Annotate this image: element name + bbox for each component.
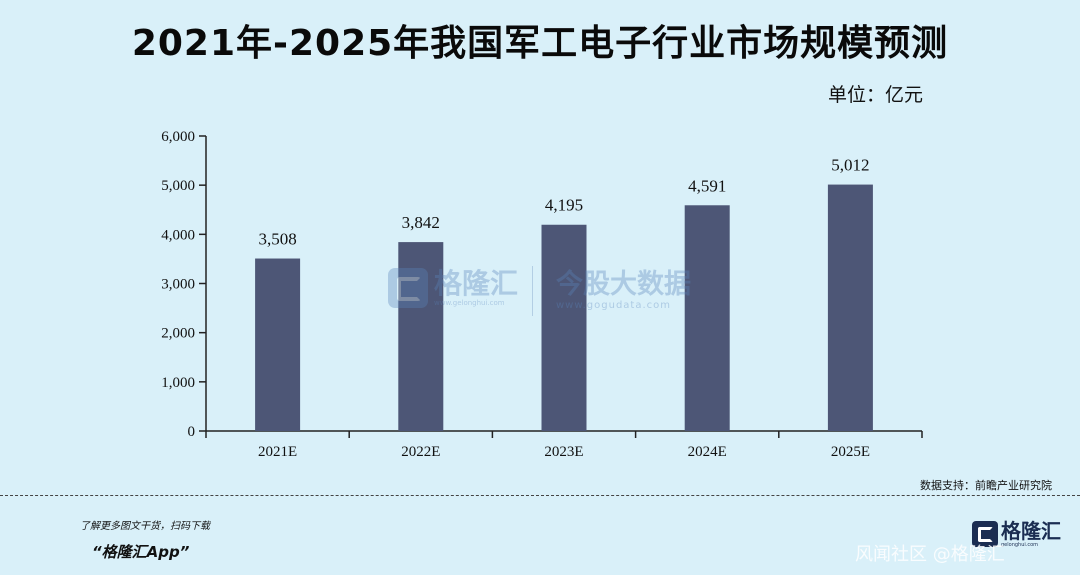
gogudata-watermark: 今股大数据 www.gogudata.com bbox=[556, 269, 691, 312]
watermark-right-name: 今股大数据 bbox=[556, 269, 691, 300]
gelonghui-logo-icon bbox=[388, 268, 428, 308]
data-label-2023E: 4,195 bbox=[545, 196, 583, 215]
footer-divider bbox=[0, 495, 1080, 496]
unit-label: 单位：亿元 bbox=[828, 84, 924, 106]
watermark-left-url: www.gelonghui.com bbox=[434, 299, 505, 307]
x-tick-label-2021E: 2021E bbox=[258, 444, 297, 460]
y-tick-label: 1,000 bbox=[161, 375, 195, 391]
data-label-2024E: 4,591 bbox=[688, 176, 726, 195]
value-labels: 3,508 3,842 4,195 4,591 5,012 bbox=[258, 156, 869, 249]
x-tick-label-2022E: 2022E bbox=[401, 444, 440, 460]
site-watermark: 风闻社区 @格隆汇 bbox=[855, 544, 1005, 565]
bars bbox=[255, 184, 873, 431]
app-name: “格隆汇App” bbox=[92, 543, 190, 561]
y-tick-label: 5,000 bbox=[161, 178, 195, 194]
brand-name: 格隆汇 bbox=[1001, 519, 1061, 543]
y-tick-label: 0 bbox=[188, 424, 196, 440]
bar-2021E bbox=[255, 258, 301, 431]
y-tick-label: 3,000 bbox=[161, 277, 195, 293]
y-axis: 0 1,000 2,000 3,000 4,000 5,000 6,000 bbox=[161, 129, 207, 440]
watermark-left-name: 格隆汇 bbox=[434, 267, 519, 300]
brand-logo[interactable]: 格隆汇 gelonghui.com bbox=[972, 520, 1061, 548]
chart-title: 2021年-2025年我国军工电子行业市场规模预测 bbox=[131, 23, 949, 64]
bar-2023E bbox=[541, 224, 587, 431]
brand-url: gelonghui.com bbox=[1001, 542, 1039, 548]
data-label-2021E: 3,508 bbox=[258, 230, 296, 249]
bar-2022E bbox=[398, 242, 444, 431]
x-tick-label-2024E: 2024E bbox=[688, 444, 727, 460]
x-tick-label-2025E: 2025E bbox=[831, 444, 870, 460]
promo-text: 了解更多图文干货，扫码下载 bbox=[80, 521, 210, 532]
data-source: 数据支持：前瞻产业研究院 bbox=[920, 479, 1052, 492]
watermark-divider bbox=[532, 266, 533, 316]
bar-2024E bbox=[684, 205, 730, 431]
x-axis: 2021E 2022E 2023E 2024E 2025E bbox=[205, 430, 923, 460]
y-tick-label: 2,000 bbox=[161, 326, 195, 342]
data-label-2022E: 3,842 bbox=[402, 213, 440, 232]
x-tick-label-2023E: 2023E bbox=[544, 444, 583, 460]
brand-logo-icon bbox=[972, 521, 998, 547]
watermark-right-url: www.gogudata.com bbox=[556, 300, 672, 311]
gelonghui-watermark: 格隆汇 www.gelonghui.com bbox=[388, 268, 518, 308]
y-tick-label: 4,000 bbox=[161, 227, 195, 243]
data-label-2025E: 5,012 bbox=[831, 156, 869, 175]
y-tick-label: 6,000 bbox=[161, 129, 195, 145]
bar-2025E bbox=[827, 184, 873, 431]
